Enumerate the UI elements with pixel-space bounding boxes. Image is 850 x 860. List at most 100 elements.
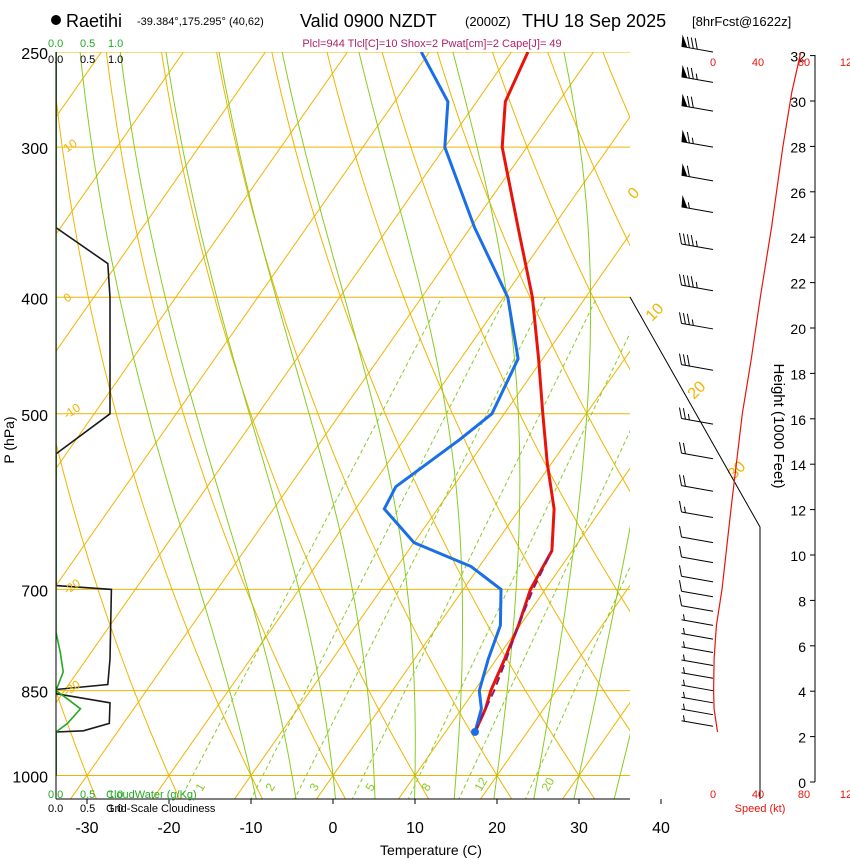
wind-barb-half (682, 703, 685, 710)
wind-barb-flag (681, 163, 688, 177)
mixing-ratio-line (407, 331, 630, 799)
wind-barb-feather (678, 312, 682, 324)
isotherm-line (233, 233, 630, 799)
pressure-tick-label: 500 (21, 408, 48, 425)
wind-barb-feather (690, 276, 694, 288)
wind-barb (681, 703, 714, 716)
wind-barb (681, 93, 714, 112)
wind-barb-feather (686, 313, 690, 325)
height-tick-label: 28 (790, 139, 806, 155)
moist-adiabat-line (358, 52, 463, 799)
wind-barb-half (691, 137, 694, 144)
isotherm-line (56, 52, 349, 470)
wind-barb-feather (686, 354, 690, 367)
wind-barb (678, 474, 714, 492)
wind-barb (678, 565, 714, 583)
height-tick-label: 30 (790, 94, 806, 110)
pressure-tick-label: 700 (21, 583, 48, 600)
height-tick-label: 22 (790, 276, 806, 292)
wind-barb (678, 580, 714, 598)
temperature-tick-label: 10 (406, 820, 424, 837)
wind-barb-staff (681, 536, 714, 544)
wind-barb-flag (681, 194, 688, 208)
wind-barb-feather (690, 37, 694, 49)
dry-adiabat-line (216, 52, 513, 799)
height-tick-label: 8 (798, 593, 806, 609)
height-tick-label: 12 (790, 503, 806, 519)
speed-tick-label-bottom: 0 (710, 789, 716, 801)
x-axis-title: Temperature (C) (380, 842, 482, 858)
mixing-ratio-line (524, 565, 630, 799)
wind-barb-feather (694, 38, 698, 50)
wind-barb (681, 667, 714, 679)
wind-barb-feather (682, 312, 686, 325)
wind-barb-staff (681, 575, 714, 583)
wind-barb-feather (686, 165, 690, 177)
wind-barb-half (682, 654, 685, 661)
forecast-info: [8hrFcst@1622z] (692, 14, 791, 29)
wind-barb-feather (686, 234, 690, 246)
cloud-scale-label: 0.5 (80, 38, 95, 50)
wind-barb-half (683, 506, 686, 513)
wind-barb-feather (690, 67, 694, 80)
wind-barb-flag (681, 64, 688, 78)
speed-tick-label-bottom: 12 (840, 789, 850, 801)
dry-adiabat-line (105, 52, 347, 799)
wind-barb (678, 274, 714, 292)
wind-barb (678, 442, 714, 460)
isotherm-line (69, 52, 595, 799)
dry-adiabat-line (436, 52, 630, 493)
wind-barb-feather (678, 442, 682, 454)
valid-date: THU 18 Sep 2025 (522, 11, 666, 31)
height-tick-label: 32 (790, 49, 806, 65)
wind-barb-half (695, 281, 698, 289)
wind-barb-feather (682, 408, 686, 420)
moist-adiabat-line (165, 52, 337, 799)
isotherm-line (56, 52, 513, 704)
isotherm-line (56, 52, 185, 235)
wind-barb (681, 641, 714, 653)
height-tick-label: 6 (798, 639, 806, 655)
height-tick-label: 18 (790, 366, 806, 382)
mixing-ratio-label: 20 (538, 775, 557, 794)
moist-adiabat-line (218, 52, 376, 799)
height-tick-label: 24 (790, 230, 806, 246)
panel-boundary (629, 296, 761, 799)
wind-barb-staff (681, 684, 714, 692)
wind-barb-feather (690, 234, 694, 247)
height-tick-label: 20 (790, 321, 806, 337)
y-axis-title: P (hPa) (1, 416, 17, 463)
moist-adiabat-line (79, 52, 257, 799)
dry-adiabat-line (160, 52, 430, 799)
temperature-tick-label: -30 (75, 820, 98, 837)
wind-barb-feather (682, 354, 686, 366)
cloud-scale-label: 0.5 (80, 54, 95, 66)
pressure-tick-label: 1000 (12, 770, 48, 787)
wind-barb-half (687, 202, 690, 209)
mixing-ratio-line (294, 297, 546, 799)
wind-barb-half (682, 667, 685, 674)
wind-barb-feather (686, 275, 690, 287)
wind-barb-staff (681, 485, 714, 492)
isotherm-line (397, 467, 630, 799)
wind-barb (678, 407, 714, 425)
wind-barb (678, 525, 714, 544)
wind-barb-staff (681, 659, 714, 667)
mixing-ratio-line (351, 297, 598, 799)
wind-barb-feather (678, 580, 682, 592)
speed-tick-label-top: 40 (752, 57, 764, 69)
wind-barb (681, 163, 714, 182)
dewpoint-line (382, 52, 520, 733)
wind-barb (681, 64, 714, 83)
wind-barb-feather (686, 36, 690, 48)
wind-barb-staff (681, 672, 714, 679)
wind-barb-half (682, 641, 685, 648)
cloudwater-label: CloudWater (g/Kg) (106, 789, 197, 801)
mixing-ratio-line (250, 297, 507, 799)
wind-barb (681, 194, 714, 213)
moist-adiabat-line (573, 525, 630, 799)
dry-adiabat-line (56, 689, 97, 799)
cloud-scale-label: 0.5 (80, 789, 95, 801)
wind-barb-half (682, 691, 685, 698)
